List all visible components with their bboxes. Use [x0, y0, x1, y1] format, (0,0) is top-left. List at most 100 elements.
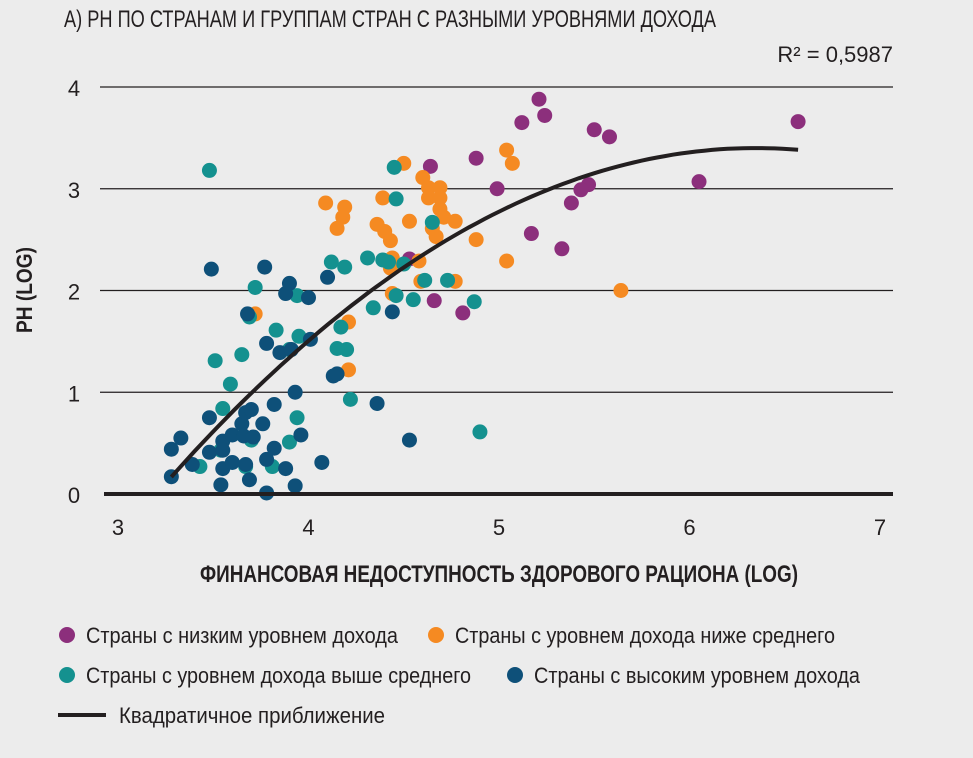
legend-marker: [59, 627, 75, 643]
data-point: [329, 220, 345, 236]
y-tick-label: 4: [68, 76, 80, 101]
data-point: [489, 181, 505, 197]
legend-marker: [507, 667, 523, 683]
chart-title: А) PH ПО СТРАНАМ И ГРУППАМ СТРАН С РАЗНЫ…: [64, 6, 716, 33]
data-point: [436, 209, 452, 225]
data-point: [563, 195, 579, 211]
data-point: [440, 272, 456, 288]
data-point: [287, 384, 303, 400]
data-point: [255, 416, 271, 432]
data-point: [259, 451, 275, 467]
x-tick-label: 4: [302, 515, 314, 540]
series-0: [401, 91, 806, 321]
data-point: [428, 229, 444, 245]
x-tick-label: 3: [112, 515, 124, 540]
data-point: [240, 306, 256, 322]
data-point: [369, 395, 385, 411]
data-point: [329, 366, 345, 382]
data-point: [422, 158, 438, 174]
data-point: [241, 472, 257, 488]
legend-item-lower-middle-income[interactable]: Страны с уровнем дохода ниже среднего: [428, 623, 835, 648]
data-point: [573, 182, 589, 198]
legend-marker: [59, 667, 75, 683]
data-point: [289, 410, 305, 426]
data-point: [472, 424, 488, 440]
data-point: [421, 190, 437, 206]
data-point: [201, 444, 217, 460]
y-tick-label: 2: [68, 280, 80, 305]
data-point: [504, 155, 520, 171]
data-point: [257, 259, 273, 275]
data-point: [360, 250, 376, 266]
data-point: [203, 261, 219, 277]
data-point: [405, 292, 421, 308]
data-point: [386, 159, 402, 175]
data-point: [320, 269, 336, 285]
data-point: [365, 300, 381, 316]
data-point: [238, 456, 254, 472]
legend-item-low-income[interactable]: Страны с низким уровнем дохода: [59, 623, 399, 648]
x-axis-title: ФИНАНСОВАЯ НЕДОСТУПНОСТЬ ЗДОРОВОГО РАЦИО…: [200, 561, 798, 588]
data-point: [268, 322, 284, 338]
legend-marker: [428, 627, 444, 643]
legend-item-high-income[interactable]: Страны с высоким уровнем дохода: [507, 663, 861, 688]
y-tick-label: 0: [68, 483, 80, 508]
data-point: [266, 440, 282, 456]
legend-label: Страны с низким уровнем дохода: [86, 623, 399, 648]
data-point: [287, 478, 303, 494]
y-tick-labels: 0 1 2 3 4: [68, 76, 80, 508]
data-point: [293, 427, 309, 443]
data-point: [329, 340, 345, 356]
data-point: [514, 115, 530, 131]
data-point: [613, 283, 629, 298]
data-point: [224, 454, 240, 470]
data-point: [455, 305, 471, 321]
data-point: [382, 233, 398, 249]
data-point: [289, 288, 305, 304]
data-point: [384, 304, 400, 320]
data-point: [424, 214, 440, 230]
data-point: [173, 430, 189, 446]
data-point: [215, 442, 231, 458]
data-point: [201, 410, 217, 426]
legend-label: Страны с уровнем дохода ниже среднего: [455, 623, 835, 648]
legend-item-upper-middle-income[interactable]: Страны с уровнем дохода выше среднего: [59, 663, 471, 688]
data-point: [401, 213, 417, 229]
data-point: [266, 396, 282, 412]
x-tick-labels: 3 4 5 6 7: [112, 515, 886, 540]
data-point: [323, 254, 339, 270]
data-point: [243, 402, 259, 418]
data-point: [259, 335, 275, 351]
data-point: [301, 290, 316, 306]
data-point: [314, 454, 330, 470]
legend-label: Квадратичное приближение: [119, 703, 385, 728]
data-point: [291, 328, 307, 344]
y-tick-label: 3: [68, 178, 80, 203]
legend-item-fit[interactable]: Квадратичное приближение: [58, 703, 385, 728]
y-tick-label: 1: [68, 381, 80, 406]
data-point: [222, 376, 238, 392]
data-point: [468, 150, 484, 166]
quadratic-fit-line: [169, 146, 799, 479]
data-point: [466, 294, 482, 310]
data-point: [401, 432, 417, 448]
data-point: [272, 345, 288, 361]
data-point: [281, 434, 297, 450]
data-point: [342, 391, 358, 407]
data-point: [234, 347, 250, 363]
data-point: [388, 288, 404, 304]
r-squared-annotation: R² = 0,5987: [777, 42, 893, 67]
data-point: [278, 461, 294, 477]
data-point: [554, 241, 570, 257]
data-point: [215, 401, 231, 417]
data-point: [278, 286, 294, 302]
data-point: [207, 353, 223, 369]
data-point: [375, 190, 391, 206]
data-point: [537, 107, 553, 123]
series-3: [163, 259, 417, 501]
data-points: [163, 91, 806, 501]
data-point: [201, 162, 217, 178]
data-point: [388, 191, 404, 207]
series-1: [247, 142, 629, 378]
